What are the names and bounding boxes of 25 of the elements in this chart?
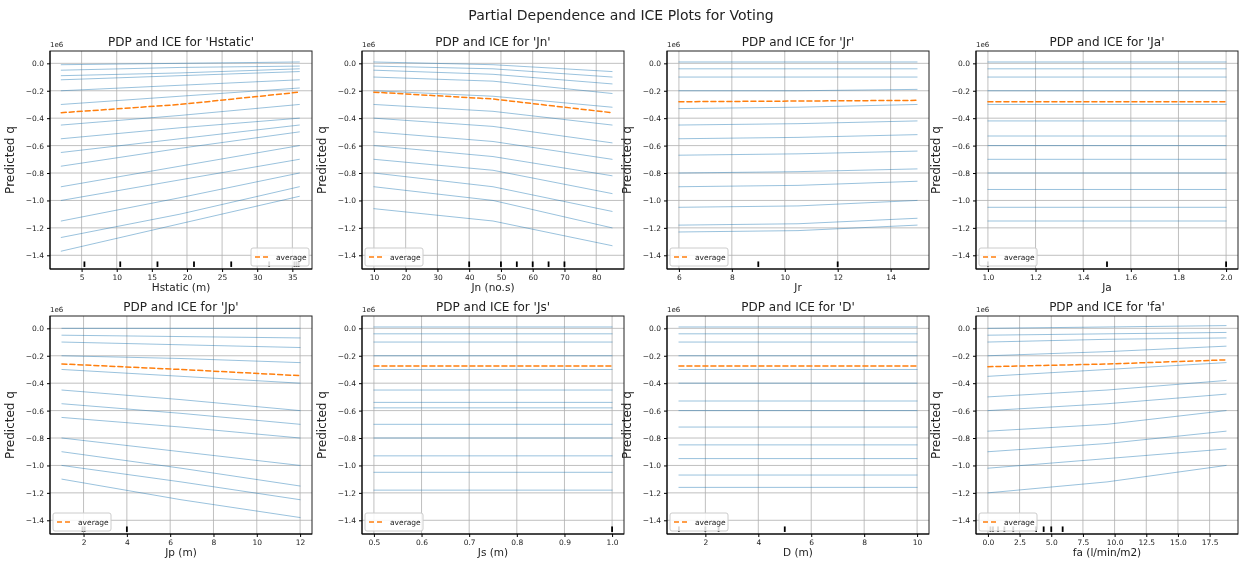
- x-axis-title: Ja: [1101, 281, 1112, 293]
- chart-title: PDP and ICE for 'D': [741, 300, 855, 314]
- chart-title: PDP and ICE for 'Ja': [1049, 35, 1165, 49]
- y-axis-title: Predicted q: [620, 391, 634, 459]
- y-axis-title: Predicted q: [620, 126, 634, 194]
- chart-title: PDP and ICE for 'Js': [436, 300, 550, 314]
- x-axis-title: D (m): [783, 546, 813, 558]
- x-axis-title: Hstatic (m): [151, 281, 211, 293]
- y-axis-title: Predicted q: [3, 391, 17, 459]
- y-axis-title: Predicted q: [3, 126, 17, 194]
- chart-title: PDP and ICE for 'Hstatic': [107, 35, 255, 49]
- x-axis-title: Jn (no.s): [470, 281, 515, 293]
- chart-title: PDP and ICE for 'Jp': [123, 300, 239, 314]
- y-axis-title: Predicted q: [315, 126, 329, 194]
- x-axis-title: Jr: [793, 281, 803, 293]
- chart-title: PDP and ICE for 'Jr': [741, 35, 855, 49]
- x-axis-title: fa (l/min/m2): [1072, 546, 1142, 558]
- chart-title: PDP and ICE for 'Jn': [435, 35, 551, 49]
- y-axis-title: Predicted q: [315, 391, 329, 459]
- x-axis-title: Jp (m): [164, 546, 197, 558]
- y-axis-title: Predicted q: [929, 126, 943, 194]
- text: Partial Dependence and ICE Plots for Voting: [468, 7, 774, 23]
- chart-title: PDP and ICE for 'fa': [1049, 300, 1165, 314]
- y-axis-title: Predicted q: [929, 391, 943, 459]
- x-axis-title: Js (m): [476, 546, 509, 558]
